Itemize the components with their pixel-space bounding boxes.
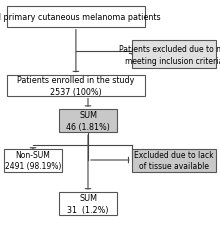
Text: Patients excluded due to not
meeting inclusion criteria: Patients excluded due to not meeting inc…: [119, 45, 220, 65]
Text: All primary cutaneous melanoma patients: All primary cutaneous melanoma patients: [0, 13, 161, 22]
Text: Excluded due to lack
of tissue available: Excluded due to lack of tissue available: [134, 150, 214, 171]
Text: SUM
31  (1.2%): SUM 31 (1.2%): [67, 194, 109, 214]
FancyBboxPatch shape: [7, 76, 145, 96]
FancyBboxPatch shape: [4, 149, 62, 172]
FancyBboxPatch shape: [59, 192, 117, 215]
FancyBboxPatch shape: [132, 149, 216, 172]
Text: SUM
46 (1.81%): SUM 46 (1.81%): [66, 111, 110, 132]
FancyBboxPatch shape: [7, 7, 145, 27]
FancyBboxPatch shape: [59, 110, 117, 133]
Text: Patients enrolled in the study
2537 (100%): Patients enrolled in the study 2537 (100…: [17, 76, 135, 96]
FancyBboxPatch shape: [132, 41, 216, 69]
Text: Non-SUM
2491 (98.19%): Non-SUM 2491 (98.19%): [5, 150, 61, 171]
